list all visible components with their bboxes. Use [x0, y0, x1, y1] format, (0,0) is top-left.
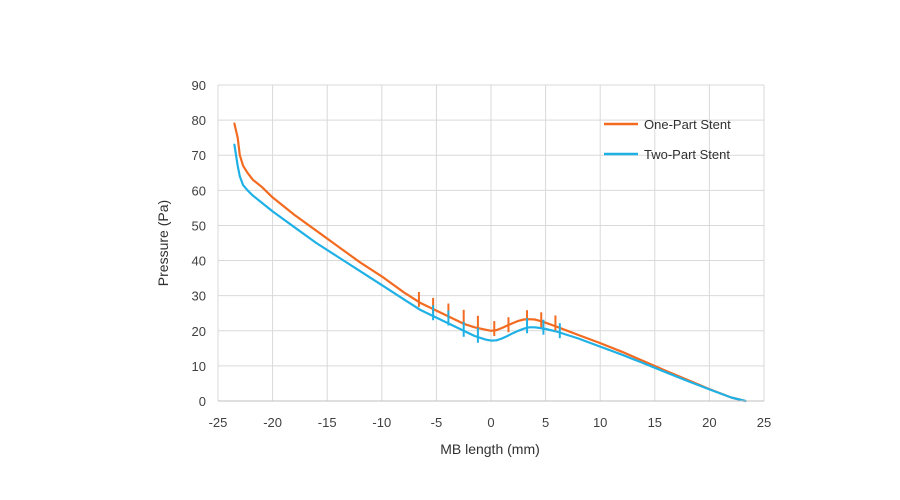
y-tick-label: 50 [192, 218, 206, 233]
x-axis-title: MB length (mm) [440, 441, 540, 457]
y-tick-label: 10 [192, 359, 206, 374]
y-tick-label: 60 [192, 183, 206, 198]
y-tick-label: 80 [192, 113, 206, 128]
x-tick-label: 15 [648, 415, 662, 430]
x-tick-label: 0 [487, 415, 494, 430]
y-tick-label: 0 [199, 394, 206, 409]
y-tick-label: 40 [192, 254, 206, 269]
series-lines [233, 122, 747, 403]
y-axis-title: Pressure (Pa) [155, 200, 171, 286]
stent-strut-markers [417, 291, 561, 343]
y-tick-label: 20 [192, 324, 206, 339]
x-tick-label: -5 [431, 415, 443, 430]
axes: 0 10 20 30 40 50 60 70 80 90 -25 -20 -15 -10 -5 0 5 10 15 2… [192, 78, 772, 430]
series-line-two-part-stent [233, 143, 747, 403]
x-tick-label: -20 [263, 415, 282, 430]
y-tick-label: 30 [192, 289, 206, 304]
legend-label-one-part-stent: One-Part Stent [644, 117, 731, 132]
legend-label-two-part-stent: Two-Part Stent [644, 147, 730, 162]
x-tick-label: -15 [318, 415, 337, 430]
legend: One-Part Stent Two-Part Stent [604, 117, 731, 162]
y-tick-label: 70 [192, 148, 206, 163]
x-tick-label: 5 [542, 415, 549, 430]
x-tick-label: -10 [372, 415, 391, 430]
series-line-one-part-stent [233, 122, 747, 403]
x-tick-label: 25 [757, 415, 771, 430]
x-tick-label: 10 [593, 415, 607, 430]
gridlines [217, 84, 765, 401]
y-tick-label: 90 [192, 78, 206, 93]
x-tick-label: 20 [702, 415, 716, 430]
x-tick-label: -25 [209, 415, 228, 430]
